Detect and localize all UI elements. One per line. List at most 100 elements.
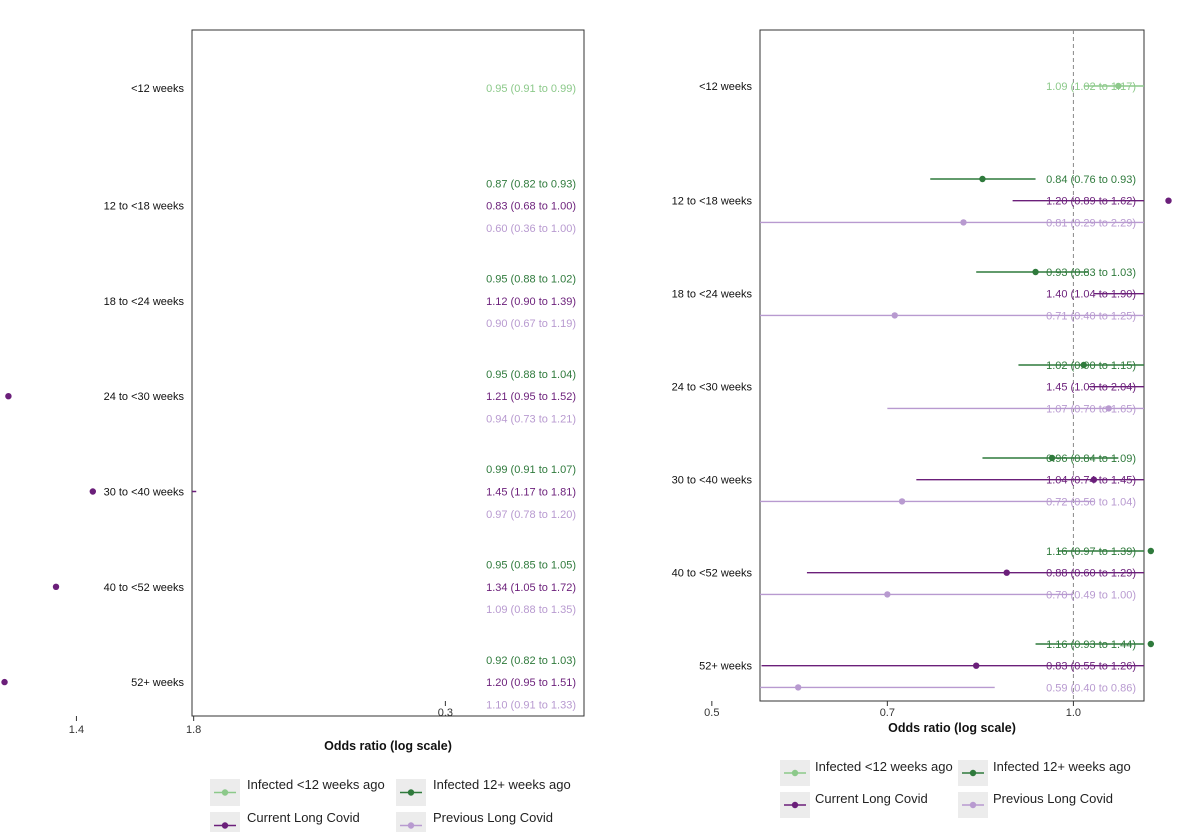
- x-tick-label: 1.8: [186, 724, 201, 736]
- estimate-label-current-long-covid: 0.83 (0.55 to 1.26): [1046, 661, 1136, 673]
- point-current-long-covid: [52, 583, 60, 590]
- legend-label: Infected 12+ weeks ago: [993, 759, 1131, 774]
- group-52-weeks: 52+ weeks 1.16 (0.93 to 1.44) 0.83 (0.55 t…: [699, 639, 1155, 694]
- legend-key-bg: [396, 812, 426, 832]
- plot-frame: [191, 29, 585, 717]
- legend-item-infected-12-weeks-ago: Infected 12+ weeks ago: [396, 777, 571, 806]
- estimate-label-previous-long-covid: 1.10 (0.91 to 1.33): [486, 699, 576, 711]
- point-previous-long-covid: [898, 498, 906, 505]
- estimate-label-current-long-covid: 0.88 (0.60 to 1.29): [1046, 568, 1136, 580]
- group-12-to-18-weeks: 12 to <18 weeks 0.87 (0.82 to 0.93) 0.83 (…: [104, 178, 576, 235]
- estimate-label-infected-12-weeks-ago: 0.92 (0.82 to 1.03): [486, 655, 576, 667]
- category-label: 40 to <52 weeks: [104, 582, 185, 594]
- point-current-long-covid: [1, 678, 8, 686]
- estimate-label-infected-12-weeks-ago: 0.99 (0.91 to 1.07): [486, 464, 576, 476]
- legend-key-point: [791, 801, 799, 809]
- group-12-weeks: <12 weeks 1.09 (1.02 to 1.17): [699, 81, 1144, 93]
- forest-panel-right: 0.30.50.71.01.62.3Odds ratio (log scale)…: [438, 29, 1172, 735]
- category-label: <12 weeks: [131, 83, 184, 95]
- point-current-long-covid: [89, 488, 97, 495]
- estimate-label-previous-long-covid: 1.09 (0.88 to 1.35): [486, 604, 576, 616]
- estimate-label-previous-long-covid: 0.72 (0.50 to 1.04): [1046, 496, 1136, 508]
- point-infected-12-weeks-ago: [1147, 640, 1155, 648]
- estimate-label-infected-12-weeks-ago: 0.95 (0.91 to 0.99): [486, 83, 576, 95]
- point-current-long-covid: [1003, 569, 1010, 576]
- estimate-label-previous-long-covid: 0.71 (0.40 to 1.25): [1046, 310, 1136, 322]
- legend-key-point: [791, 769, 799, 777]
- group-18-to-24-weeks: 18 to <24 weeks 0.95 (0.88 to 1.02) 1.12 (…: [104, 274, 576, 331]
- legend-label: Infected <12 weeks ago: [247, 777, 385, 792]
- legend-key-point: [221, 822, 229, 829]
- legend-label: Current Long Covid: [815, 791, 928, 806]
- estimate-label-infected-12-weeks-ago: 1.02 (0.90 to 1.15): [1046, 360, 1136, 372]
- group-30-to-40-weeks: 30 to <40 weeks 0.99 (0.91 to 1.07) 1.45 (…: [89, 464, 576, 521]
- category-label: 30 to <40 weeks: [104, 487, 185, 499]
- estimate-label-infected-12-weeks-ago: 0.95 (0.85 to 1.05): [486, 560, 576, 572]
- point-current-long-covid: [1090, 476, 1098, 483]
- x-axis-title: Odds ratio (log scale): [888, 721, 1016, 735]
- group-18-to-24-weeks: 18 to <24 weeks 0.93 (0.83 to 1.03) 1.40 (…: [672, 267, 1144, 322]
- group-12-weeks: <12 weeks 0.95 (0.91 to 0.99): [131, 83, 576, 95]
- legend-right: Infected <12 weeks ago Infected 12+ weeks…: [780, 759, 1131, 818]
- category-label: 52+ weeks: [131, 677, 184, 689]
- estimate-label-current-long-covid: 1.45 (1.17 to 1.81): [486, 487, 576, 499]
- point-current-long-covid: [5, 393, 12, 400]
- estimate-label-current-long-covid: 1.34 (1.05 to 1.72): [486, 582, 576, 594]
- legend-item-infected-12-weeks-ago: Infected <12 weeks ago: [210, 777, 385, 806]
- point-previous-long-covid: [960, 219, 967, 226]
- group-12-to-18-weeks: 12 to <18 weeks 0.84 (0.76 to 0.93) 1.20 (…: [672, 174, 1172, 229]
- x-tick-label: 1.0: [1066, 707, 1081, 719]
- point-current-long-covid: [1165, 197, 1172, 204]
- x-tick-label: 0.3: [438, 707, 453, 719]
- group-40-to-52-weeks: 40 to <52 weeks 1.16 (0.97 to 1.39) 0.88 (…: [672, 546, 1155, 601]
- estimate-label-infected-12-weeks-ago: 1.16 (0.97 to 1.39): [1046, 546, 1136, 558]
- x-tick-label: 0.5: [704, 707, 719, 719]
- estimate-label-infected-12-weeks-ago: 0.87 (0.82 to 0.93): [486, 178, 576, 190]
- legend-label: Current Long Covid: [247, 810, 360, 825]
- legend-key-point: [407, 789, 415, 796]
- category-label: 12 to <18 weeks: [104, 201, 185, 213]
- estimate-label-current-long-covid: 1.04 (0.74 to 1.45): [1046, 475, 1136, 487]
- category-label: 40 to <52 weeks: [672, 568, 753, 580]
- legend-item-previous-long-covid: Previous Long Covid: [396, 810, 553, 832]
- group-24-to-30-weeks: 24 to <30 weeks 1.02 (0.90 to 1.15) 1.45 (…: [672, 360, 1144, 415]
- category-label: 52+ weeks: [699, 661, 752, 673]
- category-label: 24 to <30 weeks: [104, 391, 185, 403]
- category-label: 24 to <30 weeks: [672, 382, 753, 394]
- category-label: 18 to <24 weeks: [104, 296, 185, 308]
- group-40-to-52-weeks: 40 to <52 weeks 0.95 (0.85 to 1.05) 1.34 (…: [52, 560, 576, 616]
- forest-panel-left: 0.40.60.81.01.41.8 Odds ratio (log scale)…: [1, 29, 585, 753]
- legend-label: Infected <12 weeks ago: [815, 759, 953, 774]
- category-label: 30 to <40 weeks: [672, 475, 753, 487]
- point-previous-long-covid: [884, 591, 891, 598]
- point-infected-12-weeks-ago: [1048, 454, 1056, 462]
- point-previous-long-covid: [891, 312, 898, 319]
- category-label: 18 to <24 weeks: [672, 289, 753, 301]
- estimate-label-current-long-covid: 1.45 (1.03 to 2.04): [1046, 382, 1136, 394]
- x-axis-title: Odds ratio (log scale): [324, 739, 452, 753]
- group-30-to-40-weeks: 30 to <40 weeks 0.96 (0.84 to 1.09) 1.04 (…: [672, 453, 1144, 508]
- legend-label: Previous Long Covid: [993, 791, 1113, 806]
- estimate-label-previous-long-covid: 0.90 (0.67 to 1.19): [486, 318, 576, 330]
- legend-item-infected-12-weeks-ago: Infected 12+ weeks ago: [958, 759, 1131, 786]
- point-infected-12-weeks-ago: [1080, 361, 1087, 369]
- point-previous-long-covid: [1105, 405, 1112, 412]
- legend-label: Infected 12+ weeks ago: [433, 777, 571, 792]
- category-label: <12 weeks: [699, 81, 752, 93]
- estimate-label-previous-long-covid: 0.70 (0.49 to 1.00): [1046, 589, 1136, 601]
- category-label: 12 to <18 weeks: [672, 196, 753, 208]
- estimate-label-infected-12-weeks-ago: 0.96 (0.84 to 1.09): [1046, 453, 1136, 465]
- x-tick-label: 0.7: [880, 707, 895, 719]
- estimate-label-infected-12-weeks-ago: 0.93 (0.83 to 1.03): [1046, 267, 1136, 279]
- legend-key-bg: [210, 812, 240, 832]
- point-current-long-covid: [973, 662, 980, 669]
- estimate-label-infected-12-weeks-ago: 1.16 (0.93 to 1.44): [1046, 639, 1136, 651]
- estimate-label-infected-12-weeks-ago: 1.09 (1.02 to 1.17): [1046, 81, 1136, 93]
- estimate-label-current-long-covid: 1.12 (0.90 to 1.39): [486, 296, 576, 308]
- legend-label: Previous Long Covid: [433, 810, 553, 825]
- estimate-label-previous-long-covid: 1.07 (0.70 to 1.65): [1046, 403, 1136, 415]
- x-axis: 0.40.60.81.01.41.8: [69, 716, 201, 736]
- legend-key-point: [969, 801, 977, 809]
- group-52-weeks: 52+ weeks 0.92 (0.82 to 1.03) 1.20 (0.95 t…: [1, 655, 576, 711]
